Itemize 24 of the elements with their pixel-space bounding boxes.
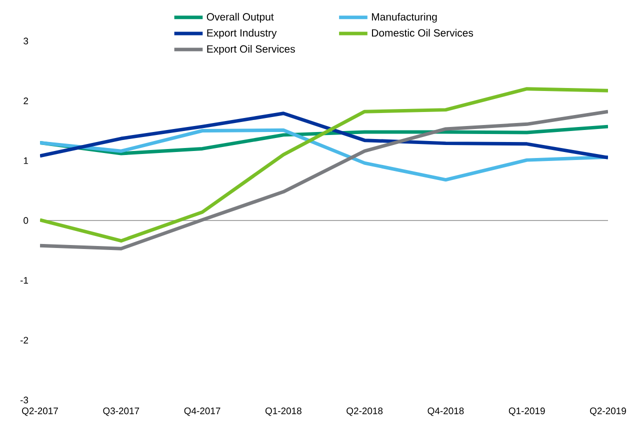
line-series — [40, 128, 608, 182]
legend-label: Manufacturing — [372, 12, 437, 23]
line-series — [40, 110, 608, 250]
x-tick-label: Q2-2019 — [590, 408, 626, 416]
y-tick-label: -3 — [20, 396, 28, 404]
legend-label: Domestic Oil Services — [372, 28, 474, 37]
y-tick-label: 3 — [24, 38, 28, 44]
y-tick-label: -2 — [20, 336, 28, 344]
x-tick-label: Q4-2018 — [428, 408, 464, 416]
x-tick-label: Q1-2019 — [508, 408, 545, 416]
x-tick-label: Q2-2017 — [22, 408, 58, 416]
line-series — [40, 87, 608, 243]
line-series — [40, 112, 608, 160]
x-tick-label: Q3-2017 — [103, 408, 140, 416]
y-tick-label: 0 — [24, 217, 28, 224]
y-tick-label: 1 — [24, 157, 28, 164]
x-tick-label: Q4-2017 — [184, 408, 220, 416]
y-tick-label: 2 — [24, 98, 28, 104]
legend-label: Export Industry — [207, 28, 277, 39]
y-tick-label: -1 — [20, 277, 28, 284]
x-tick-label: Q1-2018 — [265, 408, 302, 416]
x-tick-label: Q2-2018 — [346, 408, 383, 416]
legend-label: Export Oil Services — [207, 44, 295, 55]
legend-label: Overall Output — [206, 12, 274, 23]
